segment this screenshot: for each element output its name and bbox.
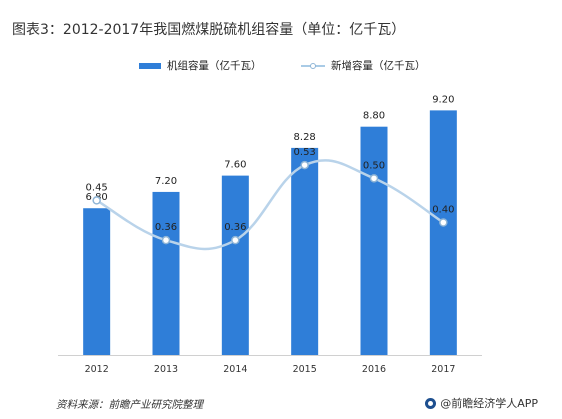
x-tick-2016: 2016 [362,364,386,375]
line-label-2016: 0.50 [363,160,385,171]
legend-line-swatch [301,61,325,71]
line-label-2013: 0.36 [155,222,177,233]
brand-logo-icon [425,397,437,409]
legend-item-line: 新增容量（亿千瓦） [301,58,426,73]
series-line-new-capacity [95,159,445,251]
bar-label-2014: 7.60 [224,160,246,171]
x-tick-2012: 2012 [85,364,109,375]
bar-2013 [152,191,180,355]
legend-label-bar: 机组容量（亿千瓦） [167,60,262,72]
line-label-2015: 0.53 [294,147,316,158]
legend-bar-swatch [139,62,161,69]
legend: 机组容量（亿千瓦） 新增容量（亿千瓦） [0,58,562,74]
brand-credit: @前瞻经济学人APP [425,395,538,411]
line-label-2012: 0.45 [86,182,108,193]
line-point-2014 [231,235,240,245]
line-point-2017 [439,218,448,227]
x-tick-2015: 2015 [293,364,317,375]
source-note: 资料来源：前瞻产业研究院整理 [56,399,203,411]
bar-label-2017: 9.20 [432,94,454,105]
bar-2016 [360,126,388,355]
line-point-2016 [369,174,379,183]
line-label-2017: 0.40 [432,205,454,216]
x-tick-2017: 2017 [431,364,455,375]
legend-label-line: 新增容量（亿千瓦） [331,60,426,72]
line-point-2012 [92,196,101,205]
brand-text: @前瞻经济学人APP [440,397,538,410]
bar-2014 [221,175,249,355]
x-tick-2013: 2013 [154,364,178,375]
chart-title: 图表3：2012-2017年我国燃煤脱硫机组容量（单位：亿千瓦） [12,22,406,38]
bar-label-2015: 8.28 [294,132,316,143]
bar-label-2016: 8.80 [363,111,385,122]
line-label-2014: 0.36 [224,222,246,233]
line-point-2015 [300,160,309,170]
bar-2015 [291,147,319,355]
legend-item-bar: 机组容量（亿千瓦） [139,58,262,73]
bar-label-2013: 7.20 [155,176,177,187]
bar-2017 [429,110,457,355]
bar-2012 [83,208,111,355]
x-tick-2014: 2014 [223,364,247,375]
line-point-2013 [161,235,171,245]
